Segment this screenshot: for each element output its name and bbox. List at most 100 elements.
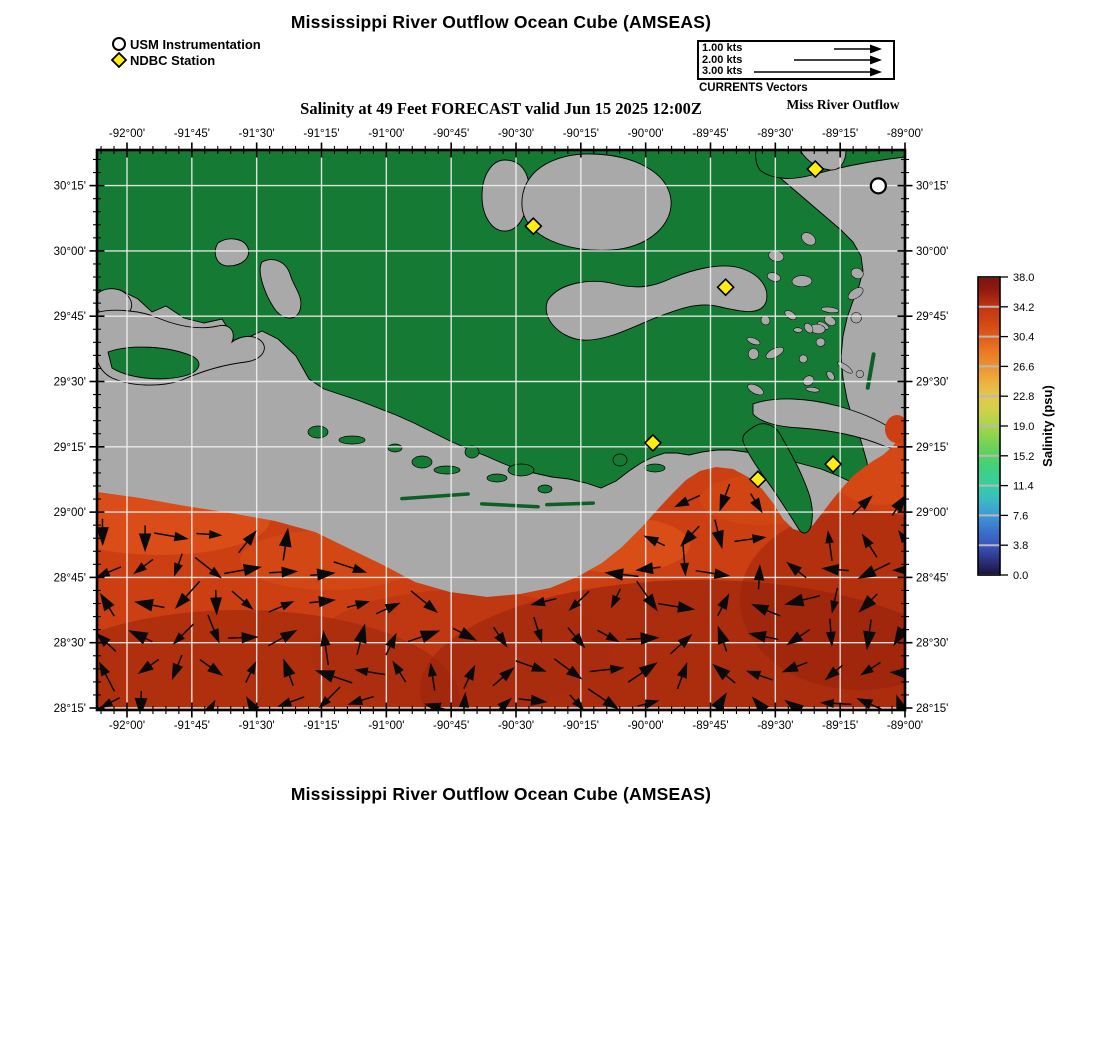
current-vector-arrow [97, 518, 109, 547]
current-vector-arrow [518, 694, 548, 706]
current-vector-arrow [138, 525, 152, 553]
current-vector-arrow [819, 698, 852, 708]
current-vector-arrow [863, 619, 876, 651]
current-vector-arrow [786, 561, 807, 579]
page-title: Mississippi River Outflow Ocean Cube (AM… [290, 12, 712, 32]
current-vector-arrow [891, 565, 905, 575]
lat-tick-label-left: 29°15' [54, 442, 86, 454]
lon-tick-label-top: -89°30' [757, 128, 793, 140]
current-vector-arrow [238, 530, 257, 554]
lon-tick-label-top: -90°45' [433, 128, 469, 140]
lon-tick-label-bottom: -89°15' [822, 720, 858, 732]
current-vector-arrow [897, 529, 905, 556]
barrier-island [545, 501, 596, 507]
colorbar-tick-label: 19.0 [1013, 421, 1034, 433]
current-vector-arrow [134, 599, 165, 612]
current-vector-arrow [283, 658, 296, 687]
lon-tick-label-top: -92°00' [109, 128, 145, 140]
lat-tick-label-right: 29°00' [916, 507, 948, 519]
marsh-speckle [826, 370, 835, 381]
marsh-speckle [803, 322, 814, 334]
current-vector-arrow [553, 658, 583, 680]
marsh-speckle [801, 232, 816, 246]
current-vector-arrow [717, 625, 730, 652]
salinity-shade-patch [310, 590, 610, 710]
current-vector-arrow [745, 670, 773, 681]
marsh-speckle [747, 348, 760, 360]
lat-tick-label-right: 29°15' [916, 442, 948, 454]
lon-tick-label-top: -90°30' [498, 128, 534, 140]
lat-tick-label-right: 30°15' [916, 181, 948, 193]
marsh-speckle [815, 337, 826, 347]
legend-item-ndbc: NDBC Station [110, 52, 261, 68]
lat-tick-label-right: 29°30' [916, 377, 948, 389]
current-vector-arrow [392, 660, 407, 683]
islet [644, 463, 666, 473]
lon-tick-label-bottom: -90°15' [563, 720, 599, 732]
current-vector-arrow [346, 600, 371, 610]
currents-label-1: 1.00 kts [702, 42, 743, 54]
marsh-speckle [784, 310, 797, 320]
current-vector-arrow [627, 662, 658, 683]
current-vector-arrow [452, 627, 478, 641]
footer-title: Mississippi River Outflow Ocean Cube (AM… [290, 784, 712, 804]
ndbc-station-marker [716, 278, 735, 297]
lon-tick-label-top: -90°15' [563, 128, 599, 140]
barrier-island [400, 492, 470, 501]
islet [387, 443, 403, 453]
current-vector-arrow [533, 616, 543, 644]
current-vector-arrow [626, 632, 660, 645]
current-vector-arrow [860, 661, 881, 676]
current-vector-arrow [97, 566, 122, 578]
marsh-speckle [850, 267, 864, 279]
lon-tick-label-bottom: -89°45' [692, 720, 728, 732]
lat-tick-label-right: 28°45' [916, 572, 948, 584]
current-vector-arrow [825, 530, 834, 561]
ndbc-station-marker [806, 159, 825, 179]
lon-tick-label-bottom: -91°30' [239, 720, 275, 732]
lon-tick-label-bottom: -91°15' [303, 720, 339, 732]
current-vector-arrow [597, 629, 620, 643]
lon-tick-label-top: -91°30' [239, 128, 275, 140]
islet [433, 465, 461, 475]
ndbc-station-marker [643, 433, 663, 453]
currents-row-1: 1.00 kts [702, 43, 890, 54]
current-vector-arrow [463, 664, 476, 689]
current-vector-arrow [171, 654, 184, 681]
current-arrow-1kt-icon [834, 44, 882, 53]
islet [307, 425, 329, 439]
current-vector-arrow [610, 588, 622, 609]
current-vector-arrow [824, 664, 844, 681]
lon-tick-label-top: -91°15' [303, 128, 339, 140]
colorbar-tick-label: 11.4 [1013, 481, 1034, 493]
current-vector-arrow [353, 623, 367, 655]
map-border [95, 148, 907, 712]
island-area [107, 346, 200, 380]
current-vector-arrow [199, 659, 224, 677]
current-vector-arrow [669, 633, 693, 655]
ndbc-station-marker [524, 217, 543, 236]
current-vector-arrow [268, 601, 295, 613]
bay-lake-area [799, 150, 847, 171]
current-vector-arrow [174, 580, 201, 609]
bay-lake-area [214, 238, 250, 267]
current-vector-arrow [830, 587, 839, 614]
current-vector-arrow [889, 667, 905, 680]
current-vector-arrow [407, 630, 441, 643]
current-vector-arrow [680, 543, 689, 577]
current-vector-arrow [173, 553, 183, 577]
marsh-speckle [847, 287, 864, 300]
diamond-marker-icon [110, 52, 128, 68]
current-vector-arrow [98, 661, 116, 692]
current-vector-arrow [635, 562, 661, 575]
current-vector-arrow [99, 697, 121, 709]
current-vector-arrow [385, 632, 397, 656]
circle-marker-icon [112, 37, 126, 51]
colorbar-tick-label: 30.4 [1013, 332, 1034, 344]
current-vector-arrow [333, 561, 368, 573]
lat-tick-label-left: 28°15' [54, 703, 86, 715]
colorbar-tick-label: 34.2 [1013, 302, 1034, 314]
current-vector-arrow [751, 603, 781, 617]
islet [486, 473, 508, 483]
